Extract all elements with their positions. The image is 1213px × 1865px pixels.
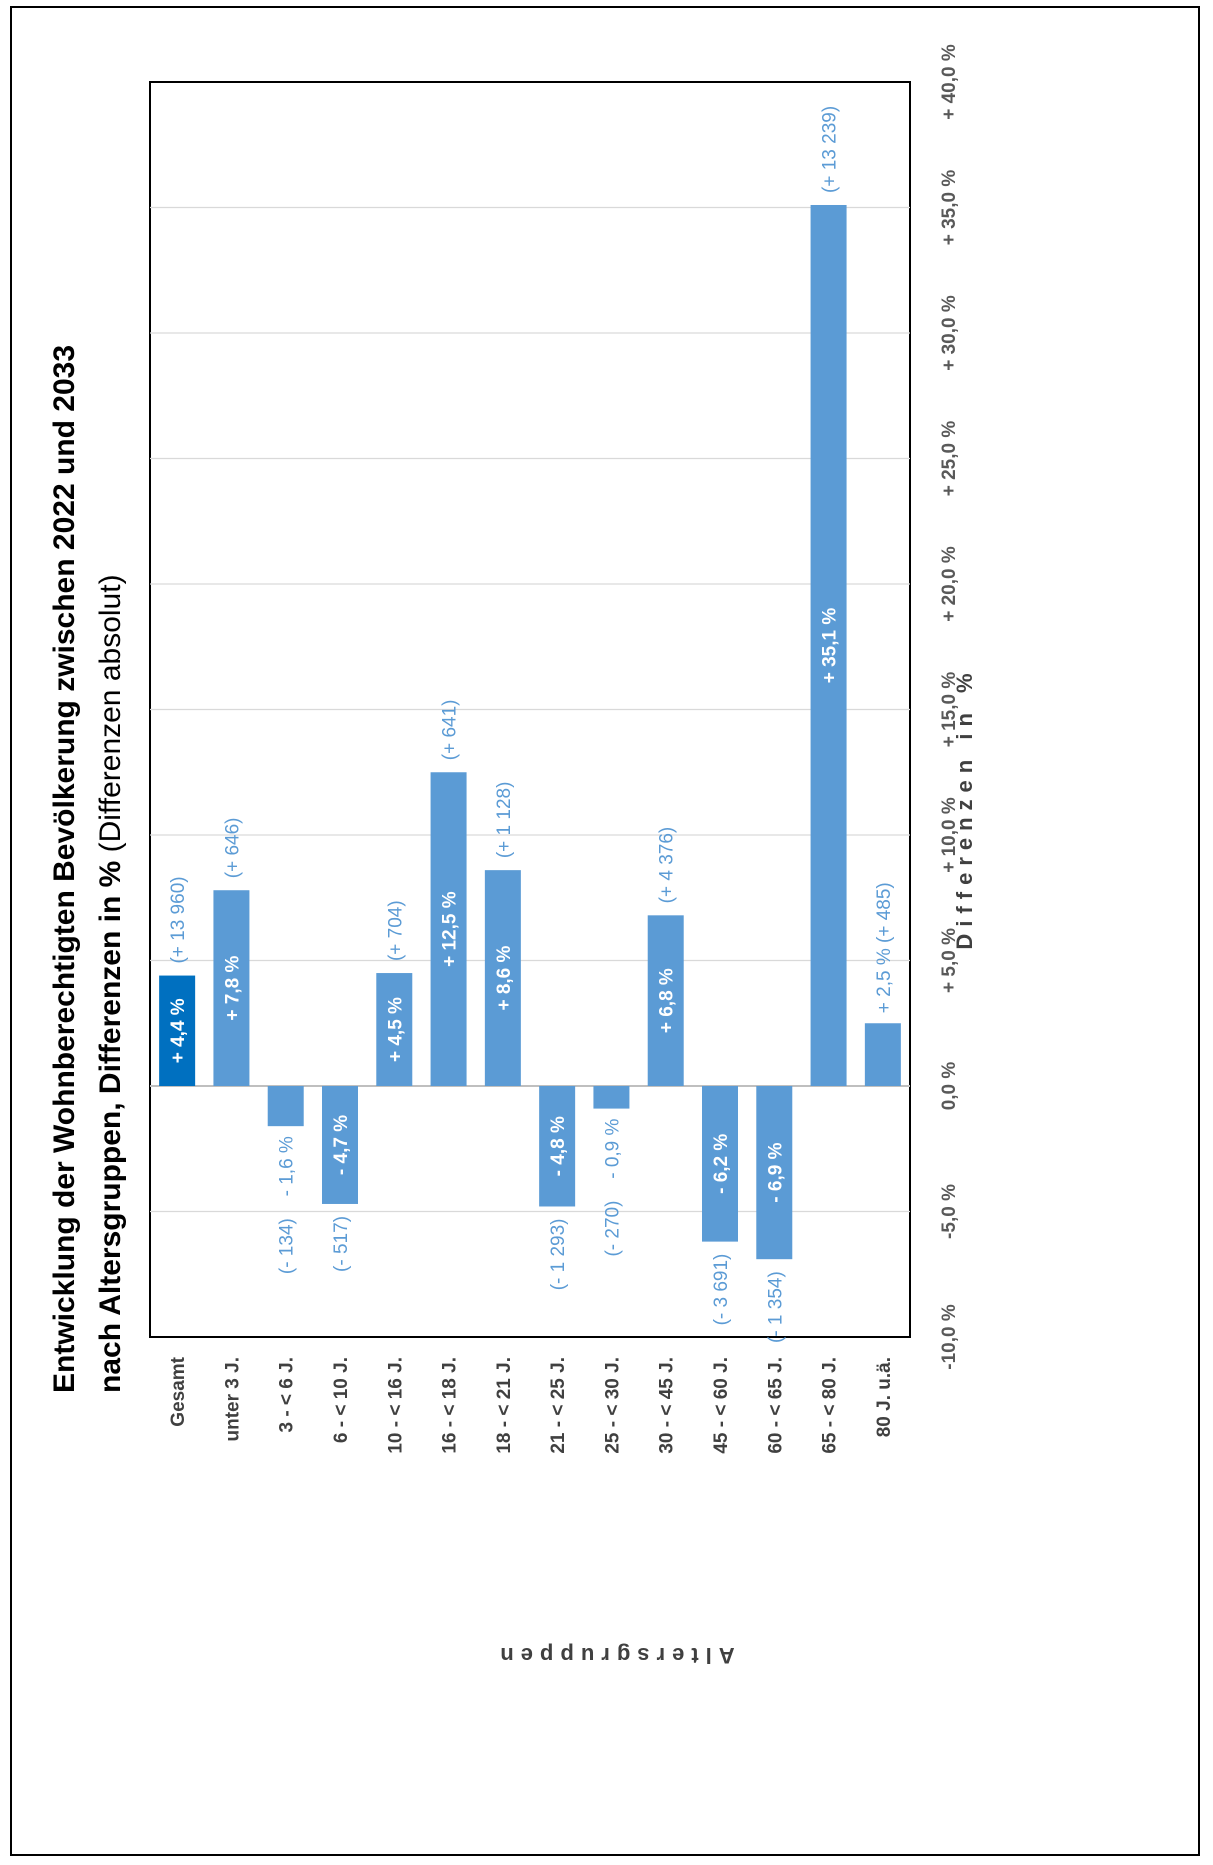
bar (539, 1086, 576, 1207)
category-label: 65 - < 80 J. (820, 1357, 841, 1454)
value-axis-title: Differenzen in % (952, 666, 977, 949)
value-axis-tick-label: -5,0 % (939, 1184, 960, 1239)
absolute-label: (+ 4 376) (657, 827, 678, 904)
category-label: 10 - < 16 J. (385, 1357, 406, 1454)
category-axis-title: Altersgruppen (493, 1643, 734, 1668)
value-axis-tick-label: + 35,0 % (939, 170, 960, 246)
category-label: 6 - < 10 J. (331, 1357, 352, 1443)
value-label: + 2,5 % (+ 485) (874, 882, 895, 1013)
absolute-label: (+ 485) (874, 882, 895, 943)
value-axis-tick-label: + 10,0 % (939, 797, 960, 873)
value-label: + 12,5 % (440, 891, 461, 967)
value-label: + 4,4 % (168, 998, 189, 1063)
absolute-label: (+ 641) (440, 700, 461, 761)
bar (593, 1086, 630, 1109)
absolute-label: (- 134) (277, 1218, 298, 1274)
bar (756, 1086, 793, 1260)
bar (213, 890, 250, 1086)
absolute-label: (+ 704) (385, 900, 406, 961)
bar (376, 973, 413, 1086)
category-label: 25 - < 30 J. (602, 1357, 623, 1454)
bar (647, 915, 684, 1086)
value-axis-ticks: -10,0 % -5,0 % 0,0 % + 5,0 % + 10,0 % + 15,0 … (939, 44, 960, 1370)
absolute-label: (+ 13 960) (168, 876, 189, 963)
value-axis-tick-label: + 25,0 % (939, 421, 960, 497)
value-label: - 1,6 % (277, 1136, 298, 1196)
absolute-label: (- 270) (602, 1201, 623, 1257)
value-label: - 4,8 % (548, 1116, 569, 1176)
absolute-label: (- 517) (331, 1216, 352, 1272)
value-axis-tick-label: + 30,0 % (939, 295, 960, 371)
category-label: Gesamt (168, 1356, 189, 1426)
chart-title-line2: nach Altersgruppen, Differenzen in % (Di… (94, 574, 127, 1393)
value-label-percent: - 0,9 % (602, 1118, 623, 1178)
bar (810, 204, 847, 1087)
bar (267, 1086, 304, 1127)
value-label: - 4,7 % (331, 1115, 352, 1175)
value-axis-tick-label: 0,0 % (939, 1062, 960, 1111)
bars (159, 204, 901, 1260)
value-label: + 8,6 % (494, 945, 515, 1010)
value-label-percent: + 2,5 % (874, 943, 895, 1013)
category-label: 60 - < 65 J. (765, 1357, 786, 1454)
value-label: + 4,5 % (385, 997, 406, 1062)
category-label: 30 - < 45 J. (657, 1357, 678, 1454)
absolute-label: (- 3 691) (711, 1254, 732, 1326)
data-labels: + 4,4 % (+ 13 960) + 7,8 % (+ 646) - 1,6 % (-… (168, 106, 895, 1343)
category-label: 18 - < 21 J. (494, 1357, 515, 1454)
value-axis-tick-label: + 20,0 % (939, 546, 960, 622)
chart-title-line1: Entwicklung der Wohnberechtigten Bevölke… (48, 345, 81, 1393)
bar (484, 870, 521, 1086)
value-axis-tick-label: + 40,0 % (939, 44, 960, 120)
value-label: + 6,8 % (657, 968, 678, 1033)
value-label: - 6,2 % (711, 1134, 732, 1194)
value-label: - 6,9 % (765, 1142, 786, 1202)
chart-frame: Entwicklung der Wohnberechtigten Bevölke… (10, 6, 1200, 1856)
category-label: 80 J. u.ä. (874, 1357, 895, 1437)
bar (702, 1086, 738, 1242)
gridlines (150, 206, 910, 1213)
value-axis-tick-label: + 15,0 % (939, 672, 960, 748)
value-label-percent: - 1,6 % (277, 1136, 298, 1196)
category-axis-labels: Gesamt unter 3 J. 3 - < 6 J. 6 - < 10 J. 10 … (168, 1356, 895, 1453)
category-label: 21 - < 25 J. (548, 1357, 569, 1454)
bar (159, 975, 196, 1086)
value-label: + 7,8 % (222, 956, 243, 1021)
category-label: 3 - < 6 J. (277, 1357, 298, 1433)
bar (322, 1086, 358, 1204)
absolute-label: (- 1 354) (765, 1271, 786, 1343)
value-axis-tick-label: -10,0 % (939, 1304, 960, 1370)
bar (430, 772, 467, 1086)
absolute-label: (- 1 293) (548, 1218, 569, 1290)
category-label: 16 - < 18 J. (440, 1357, 461, 1454)
value-label: - 0,9 % (602, 1118, 623, 1178)
chart-title-line2-normal: (Differenzen absolut) (94, 574, 127, 860)
chart-title-line2-bold: nach Altersgruppen, Differenzen in % (94, 861, 127, 1393)
category-label: unter 3 J. (222, 1357, 243, 1441)
value-label: + 35,1 % (820, 608, 841, 684)
absolute-label: (+ 13 239) (820, 106, 841, 193)
value-axis-tick-label: + 5,0 % (939, 928, 960, 993)
bar (864, 1023, 901, 1086)
chart: Entwicklung der Wohnberechtigten Bevölke… (48, 44, 977, 1668)
category-label: 45 - < 60 J. (711, 1357, 732, 1454)
absolute-label: (+ 646) (222, 817, 243, 878)
absolute-label: (+ 1 128) (494, 782, 515, 859)
